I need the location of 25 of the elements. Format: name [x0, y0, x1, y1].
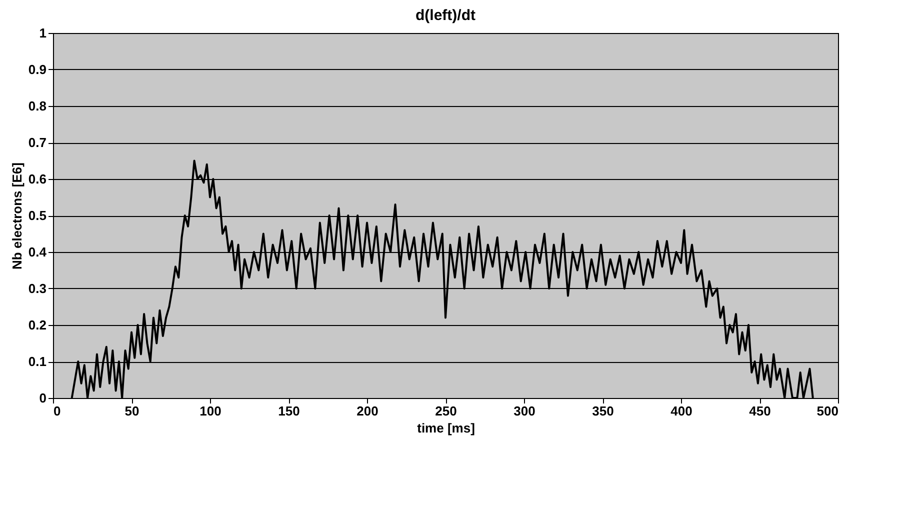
y-tick-label: 0.1	[28, 354, 46, 369]
x-tick-label: 300	[514, 404, 536, 418]
x-tick-label: 250	[435, 404, 457, 418]
x-tick-label: 500	[816, 404, 838, 418]
x-tick-label: 350	[592, 404, 614, 418]
y-tick-label: 0.2	[28, 318, 46, 332]
x-tick-label: 400	[670, 404, 692, 418]
y-tick-label: 0.3	[28, 281, 46, 296]
y-tick-label: 0.9	[28, 62, 46, 77]
y-tick-label: 0.6	[28, 172, 46, 186]
y-tick-label: 0.5	[28, 208, 46, 223]
x-tick-label: 0	[54, 404, 61, 418]
y-tick-label: 0.8	[28, 98, 46, 114]
y-tick-label: 0.4	[28, 244, 48, 260]
x-tick-label: 450	[749, 404, 771, 418]
x-tick-label: 200	[356, 404, 378, 418]
x-tick-label: 150	[278, 404, 300, 418]
y-tick-label: 0	[39, 390, 46, 406]
x-tick-label: 100	[200, 404, 222, 418]
chart-title: d(left)/dt	[416, 7, 476, 24]
y-tick-label: 1	[39, 26, 46, 40]
y-axis-title: Nb electrons [E6]	[9, 162, 24, 270]
x-tick-label: 50	[124, 404, 140, 418]
y-tick-label: 0.7	[28, 135, 46, 150]
x-axis-title: time [ms]	[417, 420, 475, 436]
